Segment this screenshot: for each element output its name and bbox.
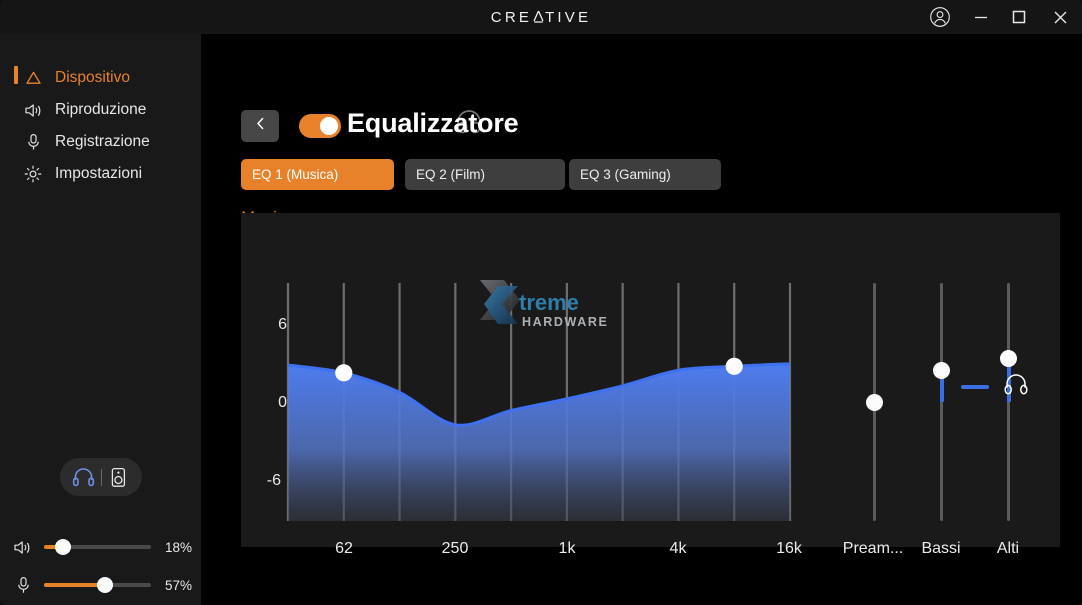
volume-slider[interactable] [44, 539, 151, 555]
sidebar-item-impostazioni[interactable]: Impostazioni [0, 158, 201, 190]
speaker-box-icon[interactable] [102, 462, 136, 492]
page-title: Equalizzatore [347, 108, 519, 138]
microphone-icon [8, 576, 38, 595]
preset-eq3-button[interactable]: EQ 3 (Gaming) [569, 159, 721, 190]
headphone-icon [1003, 372, 1029, 401]
equalizer-curve-chart[interactable] [241, 213, 1060, 547]
chevron-left-icon [254, 116, 267, 136]
slider-track [1007, 283, 1010, 521]
close-icon[interactable] [1038, 0, 1082, 34]
legend-line-swatch [961, 384, 989, 389]
brand-delta-a-icon [533, 10, 544, 23]
sidebar-item-dispositivo[interactable]: Dispositivo [0, 62, 201, 94]
minimize-icon[interactable] [962, 0, 1000, 34]
x-axis-label-250: 250 [441, 540, 469, 557]
sidebar-item-registrazione[interactable]: Registrazione [0, 126, 201, 158]
slider-label-alti: Alti [996, 540, 1020, 557]
microphone-icon [22, 132, 44, 152]
x-axis-label-4k: 4k [669, 540, 687, 557]
volume-fill [44, 545, 64, 549]
creative-logo: CRE TIVE [491, 9, 591, 26]
mic-slider[interactable] [44, 577, 151, 593]
headphone-watermark-icon [449, 102, 489, 142]
sidebar: Dispositivo Riproduzione Registrazio [0, 34, 201, 605]
sidebar-item-label: Registrazione [55, 133, 150, 150]
mic-row: 57% [0, 573, 201, 597]
back-button[interactable] [241, 110, 279, 142]
device-triangle-icon [22, 68, 44, 88]
sidebar-item-label: Impostazioni [55, 165, 143, 182]
main-content: Equalizzatore EQ 1 (Musica) EQ 2 (Film) … [201, 34, 1082, 605]
chart-legend [961, 372, 1029, 401]
mic-percent: 57% [165, 577, 193, 593]
y-axis-label-0: 0 [278, 394, 287, 411]
sidebar-item-label: Riproduzione [55, 101, 147, 118]
curve-line [287, 362, 791, 427]
x-axis-label-1k: 1k [558, 540, 576, 557]
volume-icon [8, 539, 38, 556]
x-axis-label-62: 62 [335, 540, 353, 557]
volume-row: 18% [0, 535, 201, 559]
preset-label: EQ 2 (Film) [416, 167, 485, 182]
volume-knob[interactable] [55, 539, 72, 555]
equalizer-toggle-switch[interactable] [299, 114, 341, 138]
headphone-icon[interactable] [67, 462, 101, 492]
gear-icon [22, 164, 44, 184]
sidebar-item-riproduzione[interactable]: Riproduzione [0, 94, 201, 126]
slider-knob[interactable] [866, 393, 883, 411]
slider-fill [1007, 358, 1011, 402]
preset-eq1-button[interactable]: EQ 1 (Musica) [241, 159, 394, 190]
y-axis-label-neg6: -6 [266, 472, 281, 489]
slider-track [940, 283, 943, 521]
sidebar-item-label: Dispositivo [55, 69, 130, 86]
band-handle[interactable] [335, 364, 353, 382]
preset-label: EQ 3 (Gaming) [580, 167, 671, 182]
y-axis-label-6: 6 [278, 316, 287, 333]
equalizer-graph-panel: treme HARDWARE 6 0 -6 62 250 1k 4k 16k [241, 213, 1060, 557]
title-bar: CRE TIVE [0, 0, 1082, 34]
preset-eq2-button[interactable]: EQ 2 (Film) [405, 159, 565, 190]
maximize-icon[interactable] [1000, 0, 1038, 34]
preset-label: EQ 1 (Musica) [252, 167, 339, 182]
graph-inner: treme HARDWARE 6 0 -6 62 250 1k 4k 16k [241, 213, 1060, 557]
mic-fill [44, 583, 105, 587]
window-controls [918, 0, 1082, 34]
brand-text-tail: TIVE [545, 8, 592, 26]
speaker-icon [22, 100, 44, 120]
x-axis-label-16k: 16k [776, 540, 802, 557]
active-marker [14, 66, 18, 84]
toggle-knob [320, 117, 338, 135]
slider-knob[interactable] [1000, 349, 1017, 367]
toggle-divider [100, 468, 102, 486]
slider-label-preamp: Pream... [842, 540, 904, 557]
output-device-toggle[interactable] [60, 458, 142, 496]
curve-area [288, 363, 790, 521]
slider-knob[interactable] [933, 361, 950, 379]
volume-percent: 18% [165, 539, 193, 555]
brand-text-lead: CRE [490, 8, 533, 26]
account-icon[interactable] [918, 0, 962, 34]
slider-fill [940, 370, 944, 402]
band-handle[interactable] [725, 357, 743, 375]
mic-knob[interactable] [96, 577, 113, 593]
slider-label-bassi: Bassi [921, 540, 961, 557]
